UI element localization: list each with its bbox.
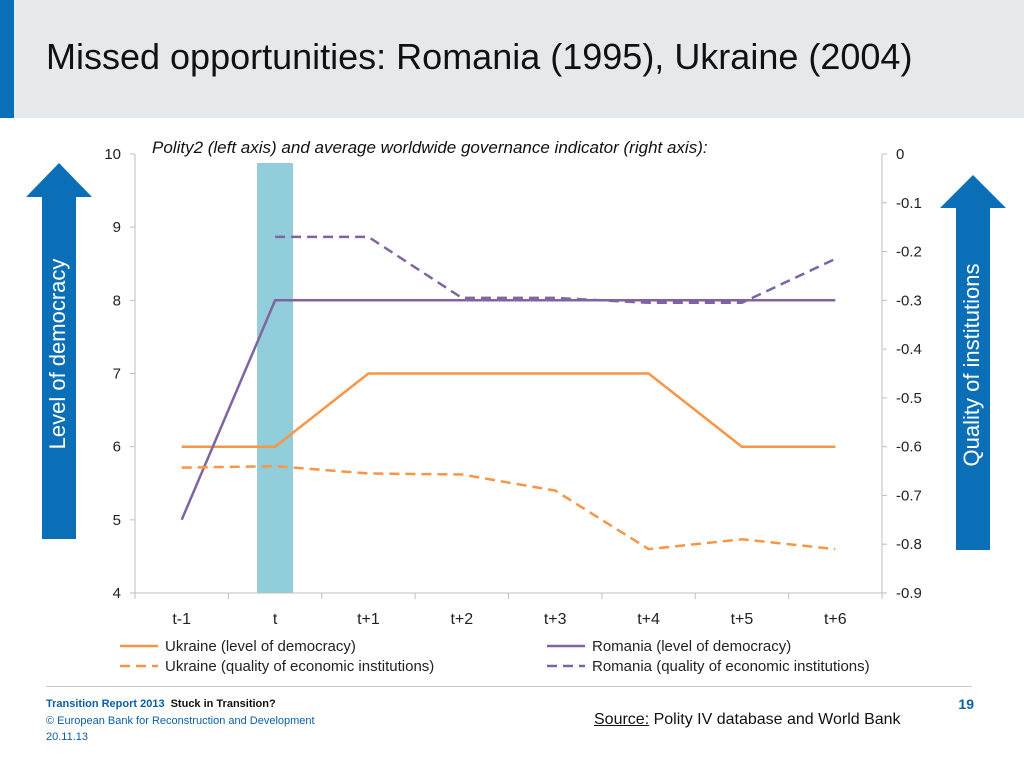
left-tick-label: 5 [113, 512, 121, 529]
x-tick-label: t+2 [450, 611, 473, 628]
plot-area: 4 5 6 7 8 9 10 0 -0.1 -0.2 -0.3 -0.4 -0.5 -0.6 -0.7 -0.… [104, 146, 922, 675]
legend-label-0: Ukraine (level of democracy) [165, 638, 356, 655]
x-tick-label: t [273, 611, 278, 628]
x-tick-label: t+6 [824, 611, 847, 628]
page-number: 19 [958, 696, 974, 712]
footer-report: Transition Report 2013 Stuck in Transitio… [46, 698, 276, 710]
footer-date: 20.11.13 [46, 731, 89, 743]
right-tick-label: -0.6 [896, 439, 922, 456]
series-line-3 [275, 235, 836, 305]
footer-report-subtitle: Stuck in Transition? [170, 698, 276, 710]
footer-divider [46, 686, 972, 687]
right-tick-label: -0.5 [896, 390, 922, 407]
right-tick-label: -0.1 [896, 195, 922, 212]
left-tick-label: 7 [113, 366, 121, 383]
legend-label-3: Romania (quality of economic institution… [592, 658, 870, 675]
footer-copyright: © European Bank for Reconstruction and D… [46, 715, 315, 727]
left-tick-label: 6 [113, 439, 121, 456]
slide-header [0, 0, 1024, 118]
left-tick-label: 10 [104, 146, 121, 163]
x-tick-label: t+3 [544, 611, 567, 628]
right-tick-label: -0.3 [896, 292, 922, 309]
left-axis-arrow: Level of democracy [26, 163, 92, 539]
x-tick-label: t+4 [637, 611, 660, 628]
page-title: Missed opportunities: Romania (1995), Uk… [46, 36, 913, 77]
left-tick-label: 4 [113, 585, 121, 602]
right-tick-label: -0.4 [896, 341, 922, 358]
right-tick-label: 0 [896, 146, 904, 163]
series-line-0 [181, 372, 836, 448]
legend-label-2: Ukraine (quality of economic institution… [165, 658, 434, 675]
series-line-1 [180, 299, 836, 521]
source-note: Source: Polity IV database and World Ban… [594, 711, 901, 729]
left-tick-label: 9 [113, 219, 121, 236]
right-axis-arrow: Quality of institutions [940, 175, 1006, 550]
left-tick-label: 8 [113, 292, 121, 309]
x-tick-label: t-1 [172, 611, 191, 628]
footer-report-title: Transition Report 2013 [46, 698, 165, 710]
up-arrow-icon [26, 163, 92, 539]
header-accent-bar [0, 0, 14, 118]
right-arrow-label: Quality of institutions [959, 264, 984, 467]
left-arrow-label: Level of democracy [45, 259, 70, 450]
up-arrow-icon [940, 175, 1006, 550]
source-text: Polity IV database and World Bank [653, 711, 901, 728]
chart-title: Polity2 (left axis) and average worldwid… [152, 138, 708, 157]
x-tick-label: t+5 [731, 611, 754, 628]
highlight-band-t [257, 163, 294, 593]
right-tick-label: -0.9 [896, 585, 922, 602]
right-tick-label: -0.7 [896, 487, 922, 504]
right-tick-label: -0.2 [896, 244, 922, 261]
legend-label-1: Romania (level of democracy) [592, 638, 791, 655]
right-tick-label: -0.8 [896, 536, 922, 553]
source-label: Source: [594, 711, 650, 728]
x-tick-label: t+1 [357, 611, 380, 628]
series-line-2 [181, 464, 836, 551]
